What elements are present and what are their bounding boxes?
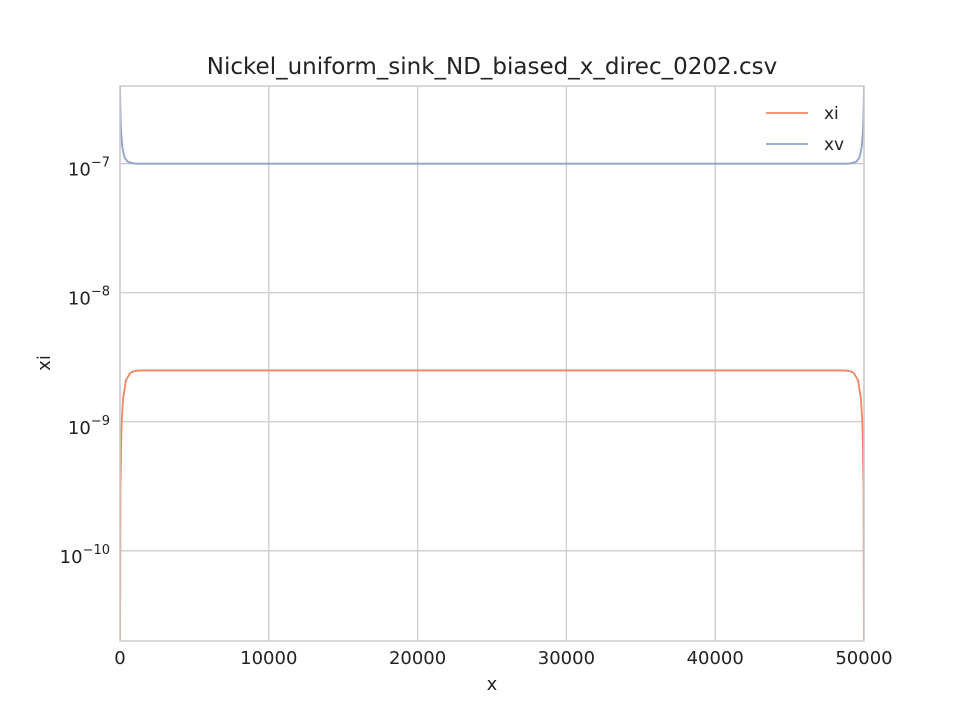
y-axis-label: xi (34, 355, 55, 371)
plot-area-background (120, 86, 864, 641)
y-tick-labels: 10−10 10−9 10−8 10−7 (60, 156, 110, 568)
y-tick-label: 10−9 (68, 414, 110, 439)
series-line-xi (120, 369, 864, 641)
x-tick-label: 40000 (687, 648, 744, 669)
legend: xi xv (766, 104, 844, 155)
series-lines (120, 86, 864, 641)
y-tick-label: 10−7 (68, 156, 110, 181)
legend-label-xv: xv (824, 135, 844, 155)
x-tick-label: 0 (114, 648, 125, 669)
x-tick-label: 50000 (835, 648, 892, 669)
y-tick-label: 10−8 (68, 285, 110, 310)
legend-label-xi: xi (824, 104, 839, 124)
x-tick-label: 10000 (240, 648, 297, 669)
x-axis-label: x (487, 674, 498, 695)
chart-title: Nickel_uniform_sink_ND_biased_x_direc_02… (207, 54, 777, 80)
y-tick-label: 10−10 (60, 543, 110, 568)
x-tick-label: 20000 (389, 648, 446, 669)
x-tick-labels: 0 10000 20000 30000 40000 50000 (114, 648, 892, 669)
plot-frame (119, 85, 865, 642)
series-line-xv (120, 86, 864, 165)
x-tick-label: 30000 (538, 648, 595, 669)
